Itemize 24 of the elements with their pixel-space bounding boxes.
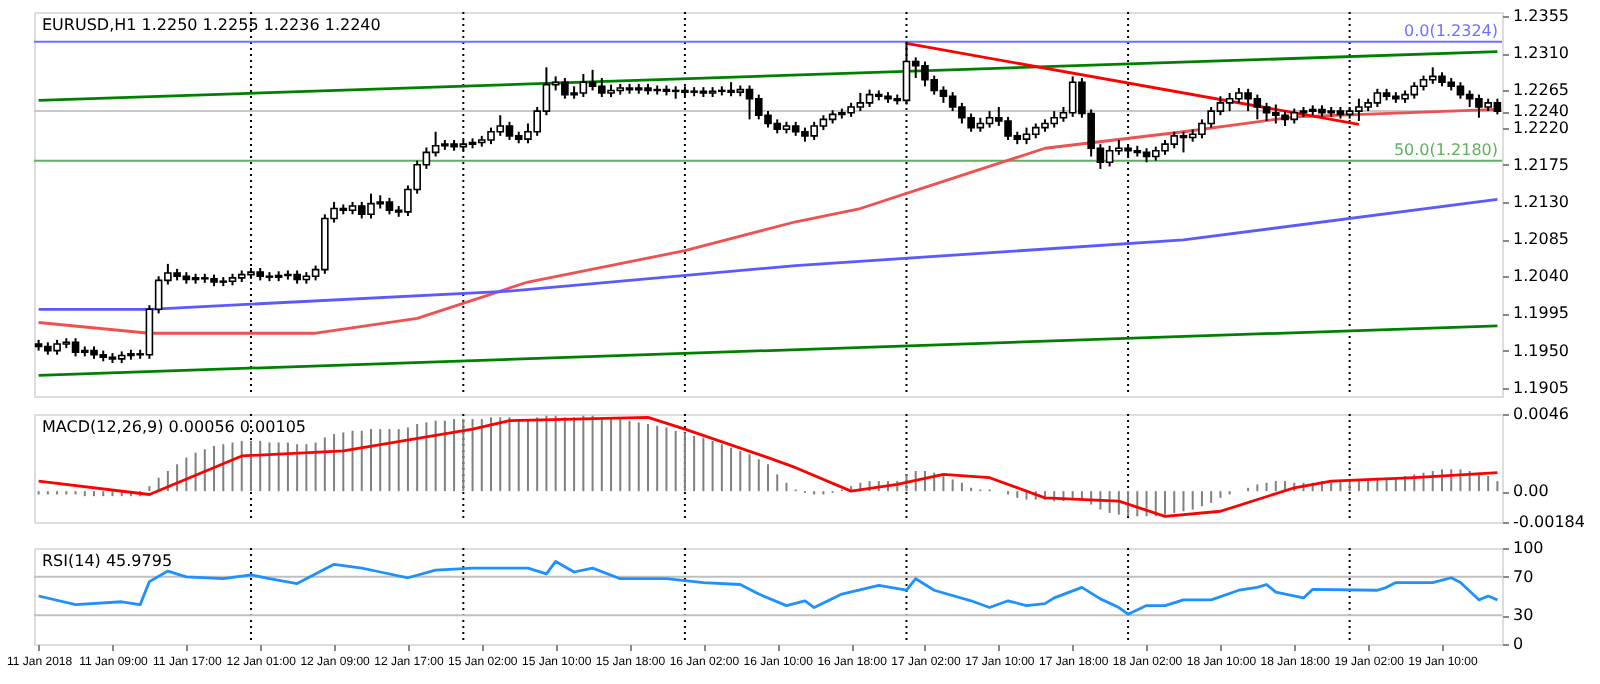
chart-title: MACD(12,26,9) 0.00056 0.00105 (42, 418, 307, 436)
y-tick-label: -0.00184 (1513, 513, 1585, 531)
y-tick-label: 1.2175 (1513, 155, 1569, 174)
y-tick-label: 1.1995 (1513, 304, 1569, 323)
y-tick-label: 1.2220 (1513, 118, 1569, 137)
y-tick-label: 1.2240 (1513, 102, 1569, 121)
y-tick-label: 0.0046 (1513, 405, 1569, 423)
y-tick-label: 70 (1513, 567, 1534, 586)
y-tick-label: 1.1905 (1513, 378, 1569, 397)
chart-title: RSI(14) 45.9795 (42, 552, 173, 570)
y-tick-label: 100 (1513, 539, 1544, 557)
y-tick-label: 0.00 (1513, 482, 1549, 501)
y-tick-label: 1.2355 (1513, 7, 1569, 26)
y-tick-label: 1.1950 (1513, 341, 1569, 360)
chart-title: EURUSD,H1 1.2250 1.2255 1.2236 1.2240 (42, 16, 381, 34)
ref-line-label: 50.0(1.2180) (1393, 140, 1498, 159)
y-tick-label: 0 (1513, 635, 1524, 653)
y-tick-label: 1.2085 (1513, 230, 1569, 249)
y-tick-label: 1.2310 (1513, 44, 1569, 63)
ref-line-label: 0.0(1.2324) (1404, 21, 1498, 40)
y-tick-label: 1.2130 (1513, 192, 1569, 211)
y-tick-label: 30 (1513, 606, 1534, 625)
y-tick-label: 1.2265 (1513, 81, 1569, 100)
y-tick-label: 1.2040 (1513, 267, 1569, 286)
